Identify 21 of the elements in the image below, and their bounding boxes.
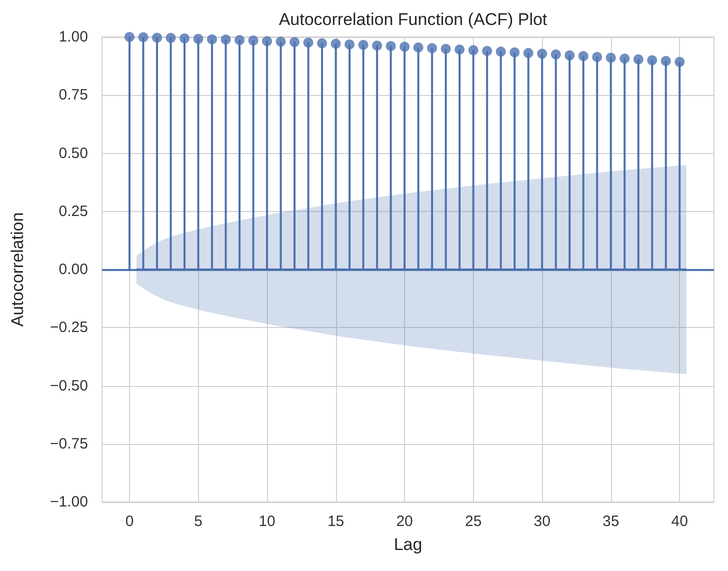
x-tick-label: 5 (194, 513, 202, 530)
x-tick-label: 30 (534, 513, 550, 530)
y-tick-label: −1.00 (50, 494, 88, 510)
x-tick-label: 10 (258, 513, 276, 530)
y-tick-label: 0.75 (58, 86, 88, 104)
x-tick-label: 40 (671, 513, 688, 530)
x-axis-title: Lag (394, 535, 422, 554)
x-tick-label: 15 (327, 513, 344, 530)
y-tick-label: 0.00 (58, 261, 88, 278)
y-axis-title: Autocorrelation (8, 212, 27, 327)
y-tick-label: −0.25 (50, 319, 88, 336)
y-tick-label: −0.75 (50, 435, 88, 452)
y-tick-label: 0.50 (58, 144, 88, 162)
chart-title: Autocorrelation Function (ACF) Plot (278, 10, 548, 29)
y-tick-label: 1.00 (58, 28, 88, 46)
y-tick-label: −0.50 (50, 377, 88, 394)
x-tick-label: 35 (602, 513, 620, 530)
x-tick-label: 25 (464, 513, 482, 530)
y-tick-label: 0.25 (58, 202, 88, 220)
x-tick-label: 0 (125, 513, 134, 530)
x-tick-label: 20 (396, 513, 413, 530)
